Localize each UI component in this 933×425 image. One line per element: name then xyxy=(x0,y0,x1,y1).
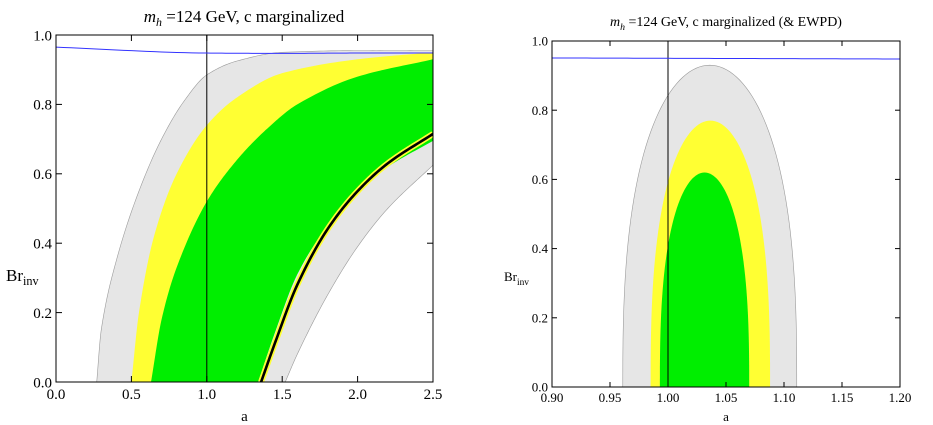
reference-curve-blue xyxy=(552,57,900,60)
confidence-region-3 xyxy=(151,59,433,382)
x-tick-label: 0.5 xyxy=(122,387,141,403)
plot-area xyxy=(552,41,900,387)
y-axis-label: Brinv xyxy=(6,266,40,288)
x-tick-label: 0.90 xyxy=(541,390,564,405)
chart-title: mh =124 GeV, c marginalized xyxy=(144,7,345,29)
x-tick-label: 0.0 xyxy=(47,387,66,403)
reference-curve-blue xyxy=(56,46,433,54)
title-text: =124 GeV, c marginalized xyxy=(162,7,345,26)
best-fit-curve xyxy=(259,132,433,382)
x-tick-label: 1.0 xyxy=(197,387,216,403)
x-tick-label: 2.0 xyxy=(348,387,367,403)
y-axis-label-subscript: inv xyxy=(517,278,529,288)
y-tick-label: 0.0 xyxy=(33,375,52,391)
confidence-region-3 xyxy=(659,172,750,387)
title-subscript: h xyxy=(620,22,625,33)
y-axis-label: Brinv xyxy=(504,269,529,288)
y-tick-label: 0.6 xyxy=(33,167,52,183)
y-tick-label: 0.4 xyxy=(532,241,549,256)
x-tick-label: 2.5 xyxy=(424,387,443,403)
title-text: =124 GeV, c marginalized (& EWPD) xyxy=(625,15,842,30)
y-axis-label-main: Br xyxy=(6,266,23,285)
y-tick-label: 0.6 xyxy=(532,172,549,187)
y-tick-label: 1.0 xyxy=(33,28,52,44)
x-axis-label: a xyxy=(241,409,248,425)
y-tick-label: 0.8 xyxy=(33,98,52,114)
plot-frame xyxy=(55,34,434,383)
y-tick-label: 0.8 xyxy=(532,103,548,118)
y-axis-label-main: Br xyxy=(504,269,518,284)
title-variable: m xyxy=(144,7,156,26)
y-tick-label: 1.0 xyxy=(532,34,548,49)
x-tick-label: 1.5 xyxy=(273,387,292,403)
y-axis-label-subscript: inv xyxy=(23,274,40,288)
title-variable: m xyxy=(610,15,620,30)
y-tick-label: 0.2 xyxy=(532,310,548,325)
right-chart-panel: 0.90 0.95 1.00 1.05 1.10 1.15 1.20 0.0 0.2 0.4 0.6… xyxy=(504,15,911,424)
y-tick-label: 0.4 xyxy=(33,236,52,252)
chart-title: mh =124 GeV, c marginalized (& EWPD) xyxy=(610,15,842,33)
x-tick-label: 1.00 xyxy=(657,390,680,405)
x-tick-label: 1.15 xyxy=(831,390,854,405)
x-tick-label: 1.10 xyxy=(773,390,796,405)
y-tick-label: 0.0 xyxy=(532,380,548,395)
plot-area xyxy=(56,35,433,382)
x-tick-label: 0.95 xyxy=(599,390,622,405)
x-axis-label: a xyxy=(723,409,729,424)
x-tick-label: 1.20 xyxy=(889,390,912,405)
x-tick-label: 1.05 xyxy=(715,390,738,405)
left-chart-panel: 0.0 0.5 1.0 1.5 2.0 2.5 0.0 0.2 0.4 0.6 0.8 1.0 mh =… xyxy=(6,7,442,425)
y-tick-label: 0.2 xyxy=(33,306,52,322)
title-subscript: h xyxy=(156,15,162,29)
